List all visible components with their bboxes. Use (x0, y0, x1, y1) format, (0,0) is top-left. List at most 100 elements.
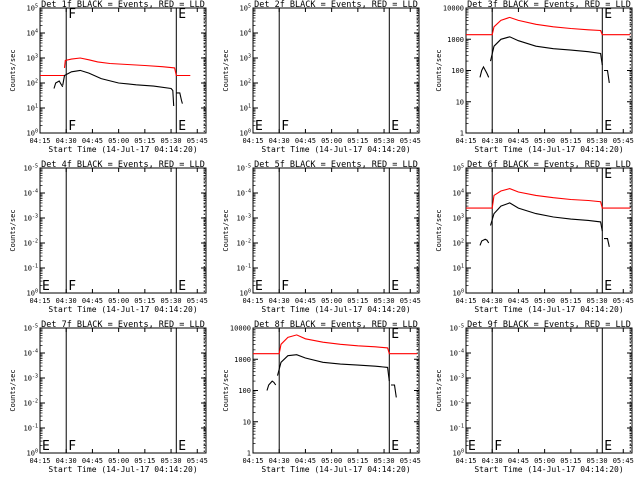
x-tick-label: 05:30 (374, 297, 395, 305)
y-tick-label: 100 (238, 387, 251, 395)
x-tick-label: 05:00 (321, 137, 342, 145)
x-tick-label: 05:30 (374, 457, 395, 465)
marker-bottom: E (604, 439, 612, 454)
x-tick-label: 05:15 (560, 457, 581, 465)
x-tick-label: 05:30 (161, 137, 182, 145)
marker-bottom: F (68, 279, 76, 294)
y-tick-label: 101 (240, 104, 251, 113)
x-axis-label: Start Time (14-Jul-17 04:14:20) (261, 305, 410, 314)
y-axis-label: Counts/sec (435, 369, 443, 411)
y-tick-label: 100 (27, 289, 38, 298)
y-tick-label: 10-1 (450, 424, 464, 433)
x-tick-label: 04:45 (508, 137, 529, 145)
panel-title: Det 2f BLACK = Events, RED = LLD (254, 0, 418, 10)
marker-bottom: E (255, 279, 263, 294)
x-tick-label: 05:15 (560, 297, 581, 305)
y-tick-label: 102 (27, 79, 38, 88)
x-tick-label: 04:15 (242, 137, 263, 145)
x-tick-label: 05:45 (613, 457, 634, 465)
x-tick-label: 04:15 (29, 457, 50, 465)
y-tick-label: 10-5 (450, 324, 464, 333)
detector-panel: Det 8f BLACK = Events, RED = LLD Counts/s… (222, 320, 421, 474)
x-tick-label: 04:15 (242, 297, 263, 305)
marker-bottom: F (68, 119, 76, 134)
y-tick-label: 10-3 (450, 374, 464, 383)
x-tick-label: 05:15 (347, 137, 368, 145)
detector-panel: Det 3f BLACK = Events, RED = LLD Counts/s… (435, 0, 634, 154)
series-line-events (62, 69, 175, 107)
series-line-events (276, 354, 390, 382)
y-tick-label: 105 (27, 4, 38, 13)
panel-title: Det 9f BLACK = Events, RED = LLD (467, 320, 631, 330)
y-tick-label: 10-1 (237, 264, 251, 273)
x-tick-label: 04:15 (242, 457, 263, 465)
y-tick-label: 10000 (443, 5, 464, 13)
x-tick-label: 05:45 (613, 137, 634, 145)
y-tick-label: 100 (27, 449, 38, 458)
x-tick-label: 04:15 (29, 297, 50, 305)
panel-title: Det 5f BLACK = Events, RED = LLD (254, 160, 418, 170)
y-axis-label: Counts/sec (222, 209, 230, 251)
y-axis-label: Counts/sec (222, 369, 230, 411)
x-tick-label: 04:30 (269, 457, 290, 465)
panel-title: Det 6f BLACK = Events, RED = LLD (467, 160, 631, 170)
x-tick-label: 04:45 (508, 457, 529, 465)
plot-frame (39, 327, 207, 454)
plot-frame (252, 7, 420, 134)
panel-title: Det 8f BLACK = Events, RED = LLD (254, 320, 418, 330)
panel-title: Det 1f BLACK = Events, RED = LLD (41, 0, 205, 10)
panel-title: Det 3f BLACK = Events, RED = LLD (467, 0, 631, 10)
x-tick-label: 05:00 (534, 297, 555, 305)
x-tick-label: 04:45 (295, 297, 316, 305)
series-line-events (266, 380, 277, 391)
panel-title: Det 4f BLACK = Events, RED = LLD (41, 160, 205, 170)
x-tick-label: 04:45 (508, 297, 529, 305)
x-tick-label: 05:00 (321, 457, 342, 465)
x-axis-label: Start Time (14-Jul-17 04:14:20) (474, 305, 623, 314)
plot-frame (465, 167, 633, 294)
x-tick-label: 05:00 (108, 137, 129, 145)
y-tick-label: 10-5 (24, 164, 38, 173)
y-tick-label: 10 (456, 98, 464, 106)
x-tick-label: 04:15 (455, 457, 476, 465)
series-line-events (479, 238, 490, 246)
x-tick-label: 05:15 (134, 457, 155, 465)
y-axis-label: Counts/sec (9, 49, 17, 91)
y-tick-label: 101 (453, 264, 464, 273)
y-tick-label: 104 (27, 29, 38, 38)
y-tick-label: 1 (460, 130, 464, 138)
x-tick-label: 04:45 (82, 137, 103, 145)
y-tick-label: 100 (240, 129, 251, 138)
y-tick-label: 100 (27, 129, 38, 138)
y-tick-label: 10-4 (450, 349, 464, 358)
x-tick-label: 05:15 (134, 137, 155, 145)
x-tick-label: 04:30 (269, 297, 290, 305)
marker-bottom: F (68, 439, 76, 454)
x-tick-label: 04:30 (56, 457, 77, 465)
marker-bottom: E (42, 279, 50, 294)
x-tick-label: 05:30 (587, 457, 608, 465)
y-tick-label: 10-1 (24, 264, 38, 273)
x-tick-label: 04:30 (482, 457, 503, 465)
y-tick-label: 10-4 (237, 189, 251, 198)
x-tick-label: 05:30 (161, 457, 182, 465)
plot-frame (39, 7, 207, 134)
detector-panel: Det 2f BLACK = Events, RED = LLD Counts/s… (222, 0, 421, 154)
plot-frame (252, 167, 420, 294)
x-axis-label: Start Time (14-Jul-17 04:14:20) (48, 465, 197, 474)
y-tick-label: 1000 (234, 356, 251, 364)
marker-bottom: E (42, 439, 50, 454)
plot-frame (252, 327, 420, 454)
series-line-lld (466, 188, 631, 209)
x-tick-label: 04:45 (295, 457, 316, 465)
y-tick-label: 10-2 (450, 399, 464, 408)
detector-panel: Det 6f BLACK = Events, RED = LLD Counts/s… (435, 160, 634, 314)
y-tick-label: 1000 (447, 36, 464, 44)
y-tick-label: 10-3 (24, 214, 38, 223)
marker-top: E (604, 167, 612, 182)
y-tick-label: 101 (27, 104, 38, 113)
series-line-events (604, 69, 610, 83)
marker-bottom: E (391, 279, 399, 294)
